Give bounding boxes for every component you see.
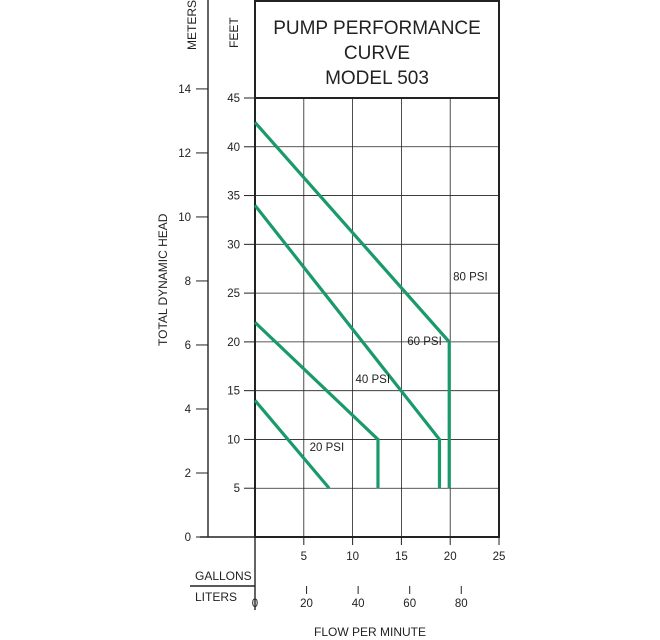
curve-2 [253, 204, 442, 489]
feet-tick-label: 5 [234, 483, 240, 495]
feet-tick-label: 30 [227, 239, 240, 251]
curve-labels: 20 PSI 40 PSI 60 PSI 80 PSI [310, 271, 488, 454]
liters-tick-label: 80 [455, 598, 468, 610]
liters-tick-label: 20 [300, 598, 313, 610]
y-axis-title: TOTAL DYNAMIC HEAD [156, 213, 170, 346]
performance-curves [253, 121, 451, 490]
gallons-unit-label: GALLONS [195, 569, 252, 583]
curve-label-0: 20 PSI [310, 442, 345, 454]
meters-tick-label: 6 [185, 340, 191, 352]
meters-tick-label: 14 [178, 84, 191, 96]
gallons-tick-label: 10 [346, 551, 359, 563]
curve-label-2: 60 PSI [407, 336, 442, 348]
gallons-ticks: 5 10 15 20 25 [301, 537, 506, 563]
liters-ticks: 0 20 40 60 80 [252, 586, 468, 610]
x-axis-title: FLOW PER MINUTE [314, 625, 426, 639]
feet-tick-label: 10 [227, 434, 240, 446]
curve-3 [253, 121, 451, 489]
gallons-tick-label: 5 [301, 551, 307, 563]
title-box: PUMP PERFORMANCE CURVE MODEL 503 [254, 0, 500, 99]
liters-tick-label: 0 [252, 598, 258, 610]
gallons-tick-label: 15 [395, 551, 408, 563]
curve-1 [253, 321, 380, 489]
feet-tick-label: 40 [227, 142, 240, 154]
title-line-2: CURVE [344, 43, 410, 64]
gallons-tick-label: 25 [493, 551, 506, 563]
feet-tick-label: 35 [227, 191, 240, 203]
meters-tick-label: 0 [185, 532, 191, 544]
feet-tick-label: 25 [227, 288, 240, 300]
meters-tick-label: 12 [178, 148, 191, 160]
plot-frame [254, 97, 500, 538]
curve-label-1: 40 PSI [356, 374, 391, 386]
meters-tick-label: 4 [185, 404, 192, 416]
curve-0 [253, 399, 331, 490]
feet-tick-label: 15 [227, 386, 240, 398]
meters-tick-label: 10 [178, 212, 191, 224]
feet-tick-label: 20 [227, 337, 240, 349]
title-line-3: MODEL 503 [325, 68, 429, 89]
title-line-1: PUMP PERFORMANCE [273, 18, 481, 39]
feet-tick-label: 45 [227, 93, 240, 105]
liters-tick-label: 60 [403, 598, 416, 610]
meters-ticks: 0 2 4 6 8 10 12 14 [178, 84, 208, 544]
liters-unit-label: LITERS [195, 590, 237, 604]
meters-unit-label: METERS [185, 0, 199, 50]
liters-tick-label: 40 [352, 598, 365, 610]
curve-label-3: 80 PSI [453, 271, 488, 283]
meters-tick-label: 2 [185, 468, 191, 480]
feet-ticks: 5 10 15 20 25 30 35 40 45 [227, 93, 255, 495]
meters-tick-label: 8 [185, 276, 191, 288]
gallons-tick-label: 20 [444, 551, 457, 563]
feet-unit-label: FEET [227, 17, 241, 48]
